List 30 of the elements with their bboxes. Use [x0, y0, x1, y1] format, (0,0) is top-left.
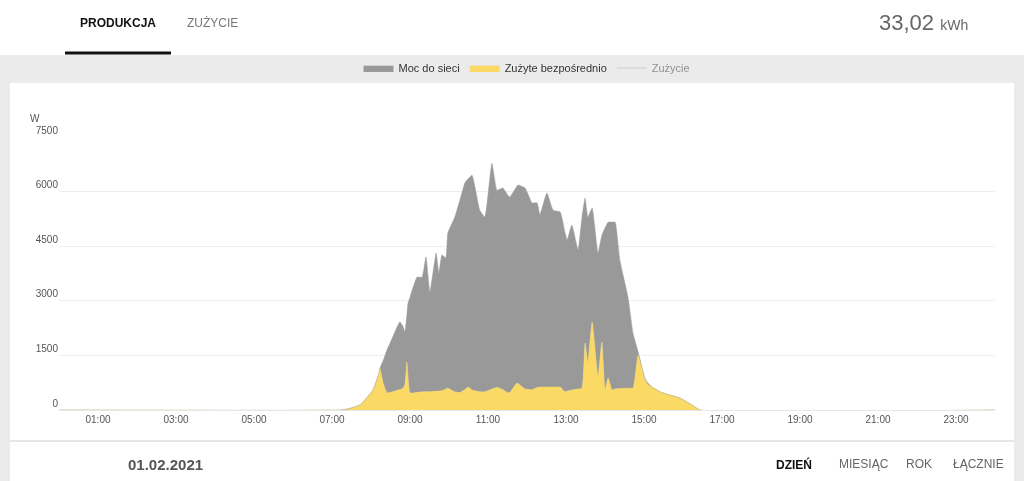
x-tick-label: 07:00 [319, 414, 345, 425]
y-tick-label: 1500 [35, 342, 59, 354]
x-tick-label: 15:00 [631, 414, 657, 425]
x-tick-label: 09:00 [397, 414, 423, 425]
x-tick-label: 05:00 [241, 414, 267, 425]
x-tick-label: 19:00 [787, 414, 813, 425]
x-tick-label: 17:00 [709, 414, 735, 425]
x-tick-label: 01:00 [85, 414, 111, 425]
y-axis-title: W [30, 113, 40, 124]
text: ZUŻYCIE [187, 16, 239, 30]
legend-label: Moc do sieci [398, 62, 460, 75]
y-tick-label: 7500 [35, 124, 59, 136]
x-tick-label: 03:00 [163, 414, 189, 425]
text: DZIEŃ [776, 457, 812, 472]
x-tick-label: 21:00 [865, 414, 891, 425]
text: 33,02 kWh [879, 10, 969, 35]
y-tick-label: 6000 [35, 179, 59, 191]
y-tick-label: 4500 [35, 233, 59, 245]
legend-label: Zużycie [651, 62, 690, 75]
x-tick-label: 11:00 [475, 414, 501, 425]
y-tick-label: 0 [52, 397, 59, 409]
text: ŁĄCZNIE [953, 457, 1004, 471]
x-tick-label: 23:00 [943, 414, 969, 425]
text: PRODUKCJA [80, 16, 157, 30]
y-tick-label: 3000 [35, 288, 59, 300]
x-tick-label: 13:00 [553, 414, 579, 425]
text: ROK [906, 457, 933, 471]
legend-label: Zużyte bezpośrednio [504, 62, 607, 75]
text: 01.02.2021 [128, 456, 204, 473]
text: MIESIĄC [839, 457, 889, 471]
